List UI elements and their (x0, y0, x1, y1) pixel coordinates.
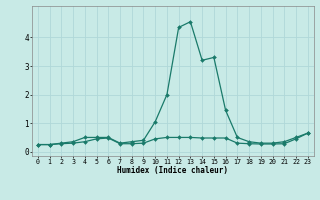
X-axis label: Humidex (Indice chaleur): Humidex (Indice chaleur) (117, 166, 228, 175)
